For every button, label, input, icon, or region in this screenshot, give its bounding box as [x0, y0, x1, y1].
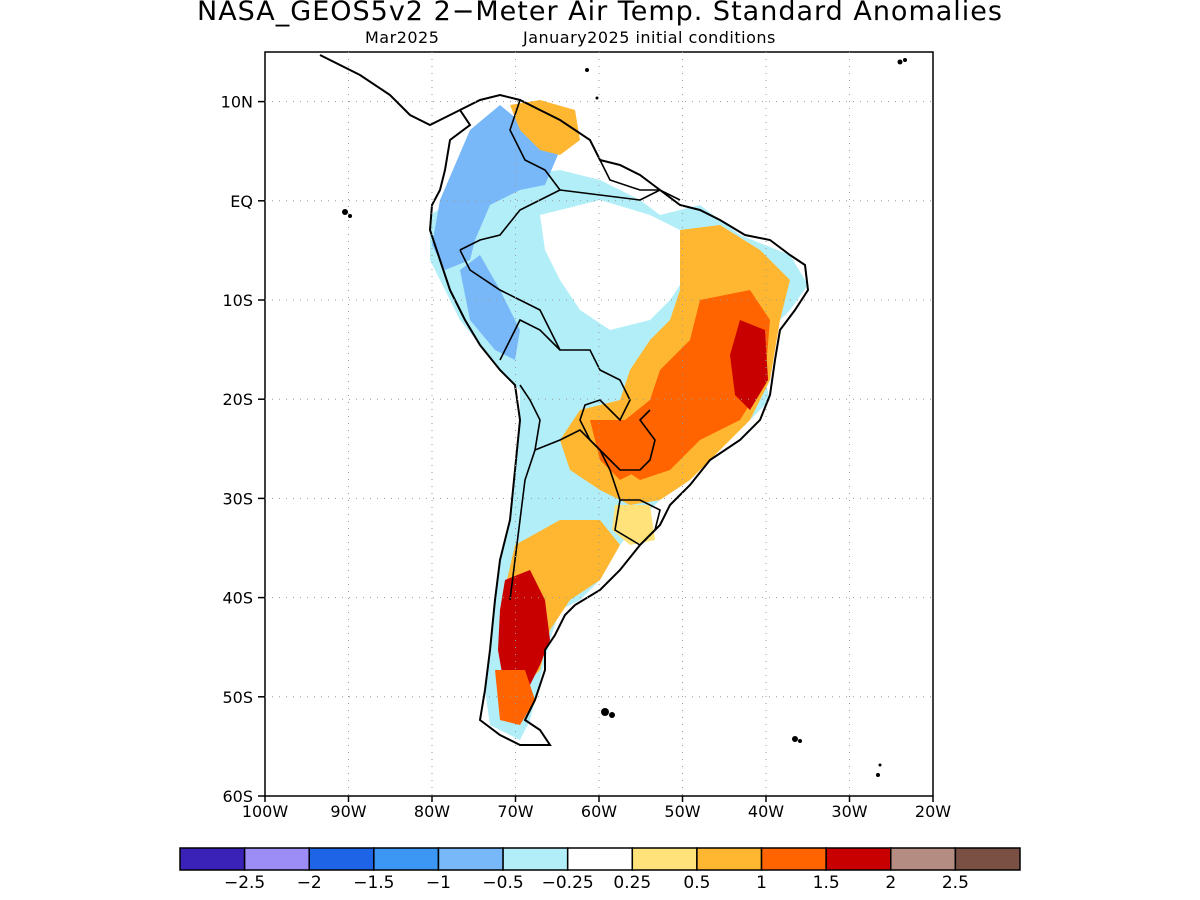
anomaly-region-venezuela — [510, 100, 580, 155]
colorbar-swatch — [243, 847, 310, 871]
anomaly-region-paraguay — [590, 420, 650, 480]
colorbar-swatch — [566, 847, 634, 871]
colorbar-label: −0.5 — [482, 873, 523, 893]
country-borders — [459, 99, 681, 601]
colorbar-swatch — [179, 847, 246, 871]
lon-tick-label: 30W — [831, 802, 867, 821]
lat-tick-label: 20S — [222, 390, 253, 409]
colorbar-swatch — [825, 847, 892, 871]
lat-tick-label: 10S — [222, 291, 253, 310]
colorbar-swatch — [308, 847, 375, 871]
lat-tick-label: 30S — [222, 489, 253, 508]
colorbar-swatch — [631, 847, 698, 871]
lat-tick-label: 50S — [222, 688, 253, 707]
lat-tick-label: 40S — [222, 589, 253, 608]
lon-tick-label: 90W — [330, 802, 366, 821]
anomaly-region-chile-south — [515, 495, 550, 530]
lon-tick-label: 20W — [915, 802, 951, 821]
anomaly-region-north — [432, 105, 560, 270]
colorbar-label: −0.25 — [542, 873, 594, 893]
colorbar-label: 1 — [756, 873, 767, 893]
initial-conditions: January2025 initial conditions — [523, 28, 776, 47]
lon-tick-label: 50W — [664, 802, 700, 821]
anomaly-field — [430, 100, 808, 740]
colorbar-swatch — [373, 847, 440, 871]
colorbar-label: −1.5 — [353, 873, 394, 893]
anomaly-region-andes — [460, 255, 520, 360]
lon-tick-label: 60W — [581, 802, 617, 821]
colorbar-swatch — [954, 847, 1021, 871]
lat-tick-label: 60S — [222, 787, 253, 806]
lat-tick-label: 10N — [221, 93, 253, 112]
colorbar-swatch — [437, 847, 504, 871]
anomaly-region-east-brazil-strong — [600, 290, 770, 480]
anomaly-region-patagonia-south — [495, 670, 535, 725]
colorbar-label: −2.5 — [224, 873, 265, 893]
colorbar-label: 0.25 — [613, 873, 651, 893]
anomaly-region-patagonia — [498, 570, 550, 690]
gridlines — [265, 52, 933, 796]
lon-tick-label: 40W — [748, 802, 784, 821]
colorbar-label: 0.5 — [683, 873, 710, 893]
colorbar-label: 2.5 — [942, 873, 969, 893]
anomaly-region-amazon — [540, 200, 690, 330]
colorbar-swatch — [890, 847, 957, 871]
colorbar-label: −2 — [297, 873, 322, 893]
colorbar-label: 2 — [885, 873, 896, 893]
colorbar-swatch — [502, 847, 569, 871]
lon-tick-label: 70W — [497, 802, 533, 821]
chart-title: NASA_GEOS5v2 2−Meter Air Temp. Standard … — [197, 0, 1003, 27]
longitude-labels: 100W 90W 80W 70W 60W 50W 40W 30W 20W — [242, 796, 951, 821]
latitude-labels: 10N EQ 10S 20S 30S 40S 50S 60S — [221, 93, 265, 806]
colorbar-swatch — [760, 847, 827, 871]
colorbar-swatch — [696, 847, 763, 871]
forecast-month: Mar2025 — [365, 28, 440, 47]
islands — [342, 58, 907, 777]
colorbar — [179, 847, 1021, 871]
lon-tick-label: 80W — [414, 802, 450, 821]
colorbar-label: −1 — [426, 873, 451, 893]
colorbar-label: 1.5 — [813, 873, 840, 893]
lon-tick-label: 100W — [242, 802, 289, 821]
colorbar-labels: −2.5 −2 −1.5 −1 −0.5 −0.25 0.25 0.5 1 1.5 2 2.5 — [224, 873, 969, 893]
anomaly-region-east-brazil-core — [730, 320, 768, 410]
lat-tick-label: EQ — [230, 192, 253, 211]
south-america-coastline — [319, 54, 810, 746]
